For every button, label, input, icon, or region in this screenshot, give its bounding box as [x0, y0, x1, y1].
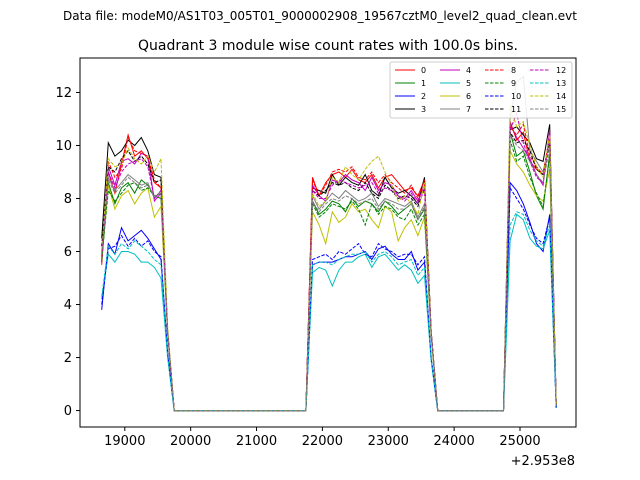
- chart-suptitle: Data file: modeM0/AS1T03_005T01_90000029…: [63, 9, 577, 23]
- series-line-4: [101, 124, 557, 412]
- x-tick-label-22000: 22000: [302, 434, 343, 449]
- series-line-15: [101, 133, 557, 412]
- legend-label-5: 5: [466, 79, 471, 88]
- legend-label-11: 11: [511, 105, 521, 114]
- y-tick-label-4: 4: [64, 298, 72, 313]
- series-group: [101, 75, 557, 412]
- legend-label-3: 3: [421, 105, 426, 114]
- x-tick-label-20000: 20000: [170, 434, 211, 449]
- series-line-13: [101, 211, 557, 412]
- legend-label-2: 2: [421, 92, 426, 101]
- legend-label-7: 7: [466, 105, 471, 114]
- y-tick-label-2: 2: [64, 351, 72, 366]
- legend-label-12: 12: [556, 66, 566, 75]
- x-tick-label-19000: 19000: [104, 434, 145, 449]
- legend-label-9: 9: [511, 79, 516, 88]
- x-tick-label-25000: 25000: [499, 434, 540, 449]
- x-offset-label: +2.953e8: [511, 454, 575, 469]
- legend-box: [389, 61, 573, 119]
- y-tick-label-12: 12: [55, 86, 72, 101]
- x-axis-ticks: 19000 20000 21000 22000 23000 24000 25000: [104, 427, 541, 449]
- legend-label-4: 4: [466, 66, 471, 75]
- series-line-5: [101, 213, 557, 412]
- chart-title: Quadrant 3 module wise count rates with …: [138, 38, 518, 54]
- legend-label-10: 10: [511, 92, 521, 101]
- legend-label-8: 8: [511, 66, 516, 75]
- y-axis-ticks: 0 2 4 6 8 10 12: [55, 86, 80, 419]
- y-tick-label-10: 10: [55, 139, 72, 154]
- series-line-8: [101, 122, 557, 412]
- x-tick-label-23000: 23000: [368, 434, 409, 449]
- legend-label-14: 14: [556, 92, 566, 101]
- legend-label-6: 6: [466, 92, 471, 101]
- y-tick-label-6: 6: [64, 245, 72, 260]
- legend-label-13: 13: [556, 79, 566, 88]
- x-tick-label-24000: 24000: [433, 434, 474, 449]
- y-tick-label-0: 0: [64, 404, 72, 419]
- plot-area-frame: [79, 57, 577, 428]
- series-line-3: [101, 124, 557, 412]
- y-tick-label-8: 8: [64, 192, 72, 207]
- legend-label-0: 0: [421, 66, 426, 75]
- legend-label-1: 1: [421, 79, 426, 88]
- x-tick-label-21000: 21000: [236, 434, 277, 449]
- series-line-0: [101, 121, 557, 412]
- legend-label-15: 15: [556, 105, 566, 114]
